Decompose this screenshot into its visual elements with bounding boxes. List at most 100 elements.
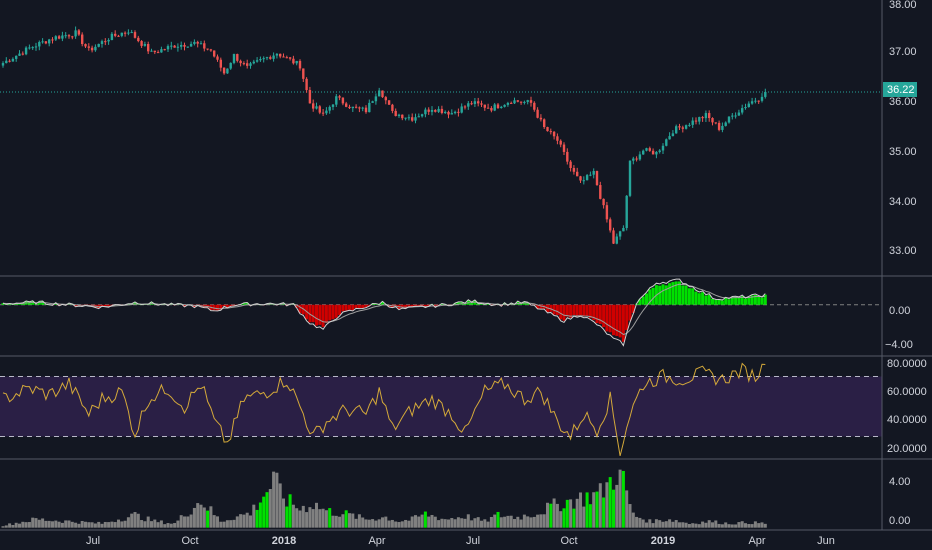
volume-bar xyxy=(100,523,104,528)
candle-body xyxy=(411,117,414,121)
candle-body xyxy=(269,57,272,59)
volume-bar xyxy=(364,519,368,528)
volume-bar xyxy=(140,520,144,528)
volume-bar xyxy=(80,520,84,528)
candle-body xyxy=(295,60,298,64)
time-tick-label: Oct xyxy=(181,535,198,547)
volume-bar xyxy=(41,518,45,528)
macd-histogram-bar xyxy=(658,285,662,305)
volume-bar xyxy=(397,522,401,528)
volume-pane[interactable] xyxy=(1,469,767,528)
volume-bar xyxy=(381,517,384,528)
macd-histogram-bar xyxy=(569,304,573,318)
volume-bar xyxy=(430,514,434,528)
volume-tick-label: 0.00 xyxy=(889,515,910,527)
candle-body xyxy=(661,145,665,151)
volume-bar xyxy=(239,514,243,528)
price-pane[interactable] xyxy=(0,26,882,245)
volume-bar xyxy=(255,509,259,528)
candle-body xyxy=(81,34,84,45)
volume-bar xyxy=(757,523,761,528)
macd-histogram-bar xyxy=(753,294,757,305)
candle-body xyxy=(351,106,354,109)
candle-body xyxy=(655,151,658,155)
candle-body xyxy=(727,116,731,123)
macd-histogram-bar xyxy=(400,304,404,308)
volume-bar xyxy=(612,489,615,528)
macd-histogram-bar xyxy=(371,303,375,305)
macd-histogram-bar xyxy=(565,304,569,317)
candle-body xyxy=(384,97,387,101)
macd-histogram-bar xyxy=(453,303,457,305)
rsi-pane[interactable] xyxy=(0,362,882,457)
volume-bar xyxy=(691,523,695,528)
volume-bar xyxy=(173,523,177,528)
macd-histogram-bar xyxy=(763,294,767,305)
volume-bar xyxy=(34,518,38,528)
volume-bar xyxy=(357,514,361,528)
time-axis[interactable]: Jul Oct 2018 Apr Jul Oct 2019 Apr Jun xyxy=(86,535,835,547)
candle-body xyxy=(434,110,437,112)
candle-body xyxy=(599,185,602,199)
price-axis[interactable]: 38.00 37.00 36.00 35.00 34.00 33.00 xyxy=(889,0,917,257)
candle-body xyxy=(100,41,104,44)
candle-body xyxy=(539,117,543,120)
candle-body xyxy=(681,127,684,129)
macd-histogram-bar xyxy=(321,304,325,328)
volume-bar xyxy=(727,524,731,528)
volume-bar xyxy=(8,523,12,528)
volume-bar xyxy=(272,471,276,528)
volume-bar xyxy=(674,520,678,528)
volume-bar xyxy=(526,516,530,528)
macd-histogram-bar xyxy=(582,304,586,317)
volume-bar xyxy=(169,523,173,528)
volume-bar xyxy=(183,516,186,528)
macd-histogram-bar xyxy=(717,299,721,305)
candle-body xyxy=(612,230,615,244)
candle-body xyxy=(513,100,516,104)
volume-bar xyxy=(341,514,345,528)
rsi-axis[interactable]: 80.0000 60.0000 40.0000 20.0000 xyxy=(887,358,927,455)
volume-bar xyxy=(54,520,58,528)
macd-histogram-bar xyxy=(222,304,226,307)
volume-bar xyxy=(24,522,28,528)
candle-body xyxy=(21,53,24,55)
macd-histogram-bar xyxy=(684,285,688,305)
macd-histogram-bar xyxy=(539,304,543,309)
volume-bar xyxy=(64,520,68,528)
candle-body xyxy=(708,113,711,119)
volume-bar xyxy=(740,521,744,528)
volume-bar xyxy=(318,509,322,528)
volume-axis[interactable]: 4.00 0.00 xyxy=(889,476,910,527)
volume-bar xyxy=(27,522,31,528)
macd-axis[interactable]: 0.00 −4.00 xyxy=(885,305,913,351)
macd-pane[interactable] xyxy=(0,278,882,347)
volume-bar xyxy=(275,472,279,528)
candle-body xyxy=(246,63,249,66)
macd-histogram-bar xyxy=(704,295,708,305)
volume-bar xyxy=(163,524,167,528)
volume-bar xyxy=(117,519,120,528)
volume-bar xyxy=(522,514,526,528)
volume-bar xyxy=(179,515,183,528)
candle-body xyxy=(440,108,444,113)
volume-bar xyxy=(354,518,358,528)
macd-histogram-bar xyxy=(549,304,553,312)
candle-body xyxy=(11,58,15,62)
macd-histogram-bar xyxy=(298,304,302,314)
macd-histogram-bar xyxy=(536,304,540,309)
macd-histogram-bar xyxy=(664,285,668,305)
volume-bar xyxy=(153,519,157,528)
candle-body xyxy=(308,89,312,104)
macd-histogram-bar xyxy=(605,304,609,332)
macd-histogram-bar xyxy=(595,304,599,324)
candle-body xyxy=(427,109,430,112)
candle-body xyxy=(698,117,701,122)
volume-bar xyxy=(377,519,381,528)
macd-histogram-bar xyxy=(133,302,137,305)
time-tick-label: Apr xyxy=(368,535,385,547)
candle-body xyxy=(114,33,117,36)
candle-body xyxy=(265,57,269,59)
candle-body xyxy=(496,104,500,109)
